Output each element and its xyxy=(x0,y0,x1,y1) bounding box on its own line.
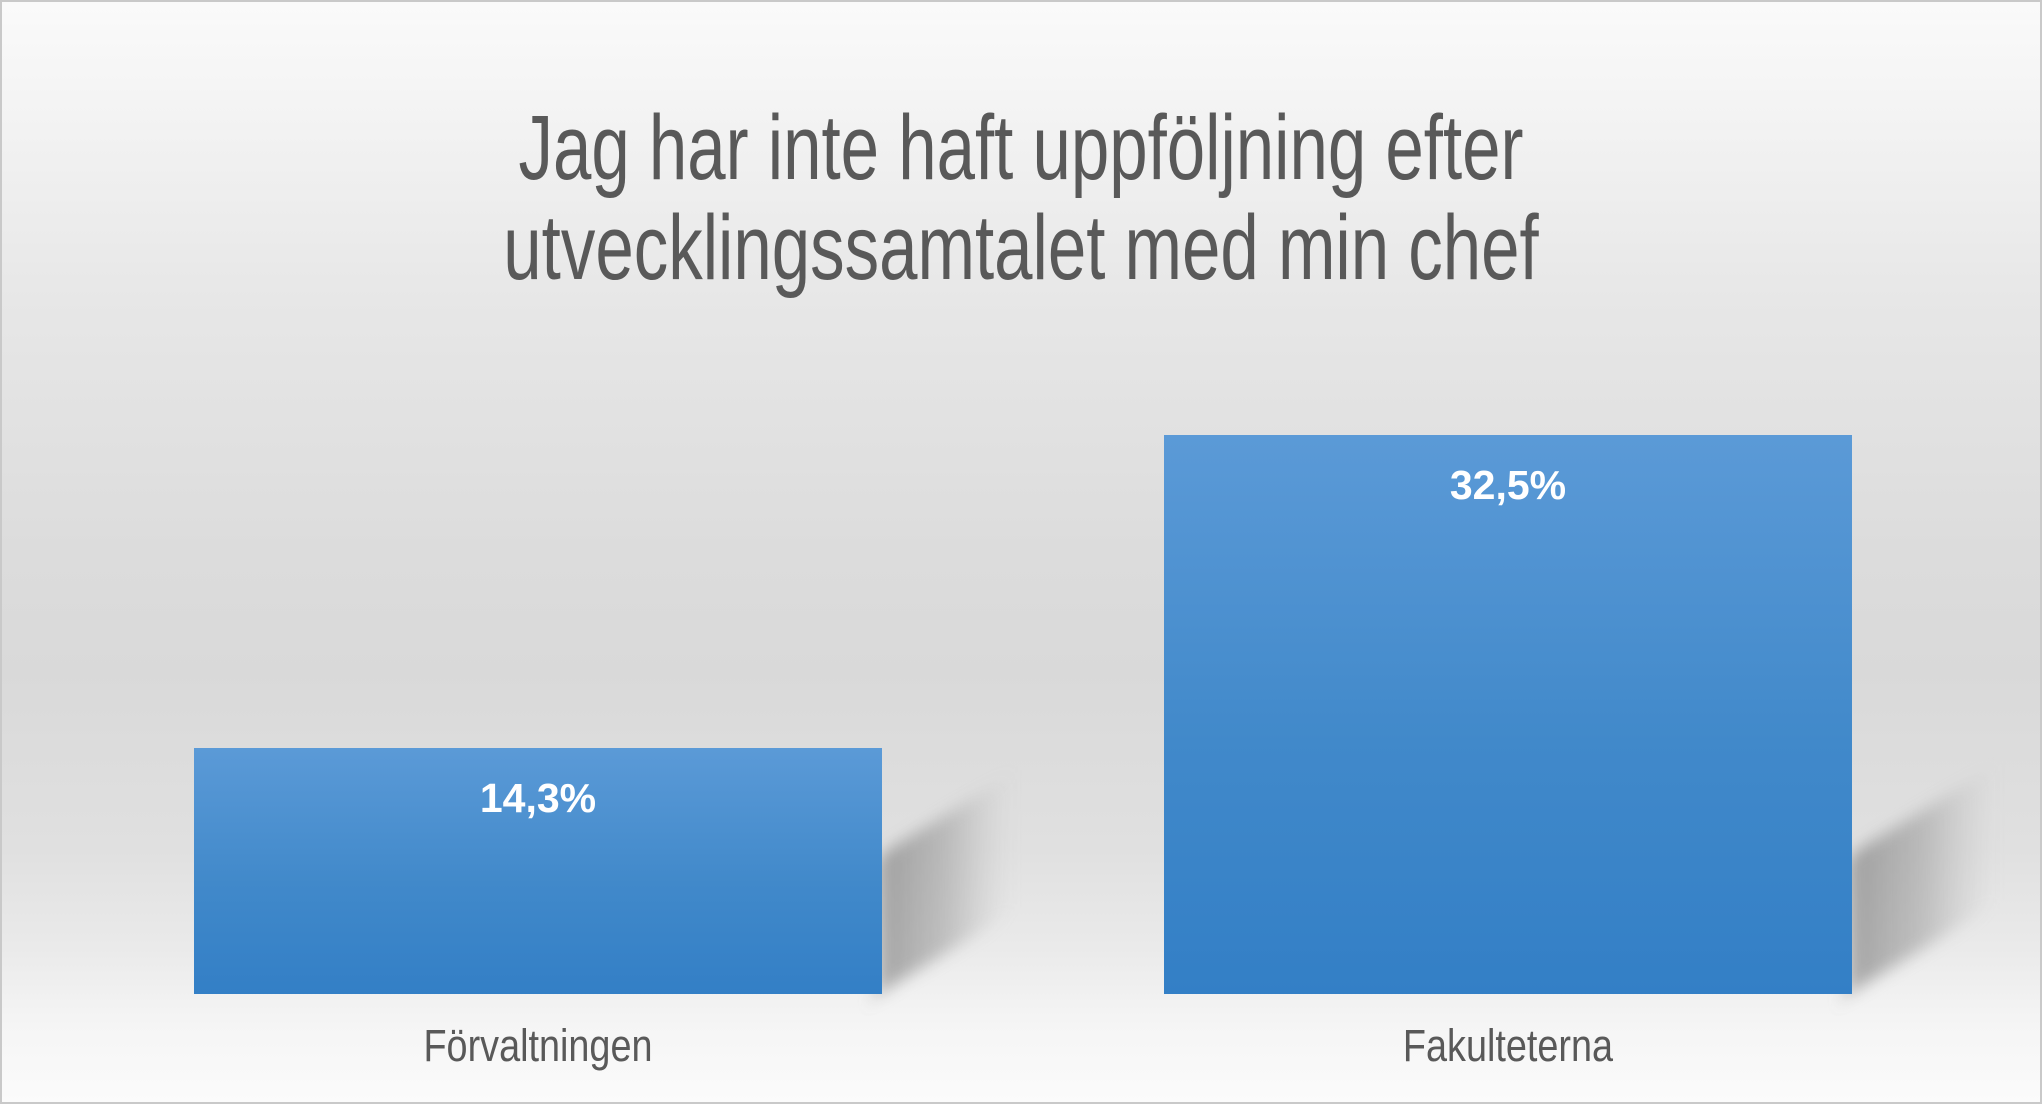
value-label: 32,5% xyxy=(1449,462,1567,508)
category-label: Fakulteterna xyxy=(1402,1020,1614,1071)
bar-fakulteterna: 32,5% xyxy=(1164,435,1852,994)
category-label: Förvaltningen xyxy=(423,1020,653,1071)
chart-title: Jag har inte haft uppföljning efter utve… xyxy=(503,96,1539,299)
value-label: 14,3% xyxy=(479,775,597,821)
bar-forvaltningen: 14,3% xyxy=(194,748,882,994)
bar-shadow xyxy=(878,776,1010,994)
bar-shadow xyxy=(1848,768,1993,994)
